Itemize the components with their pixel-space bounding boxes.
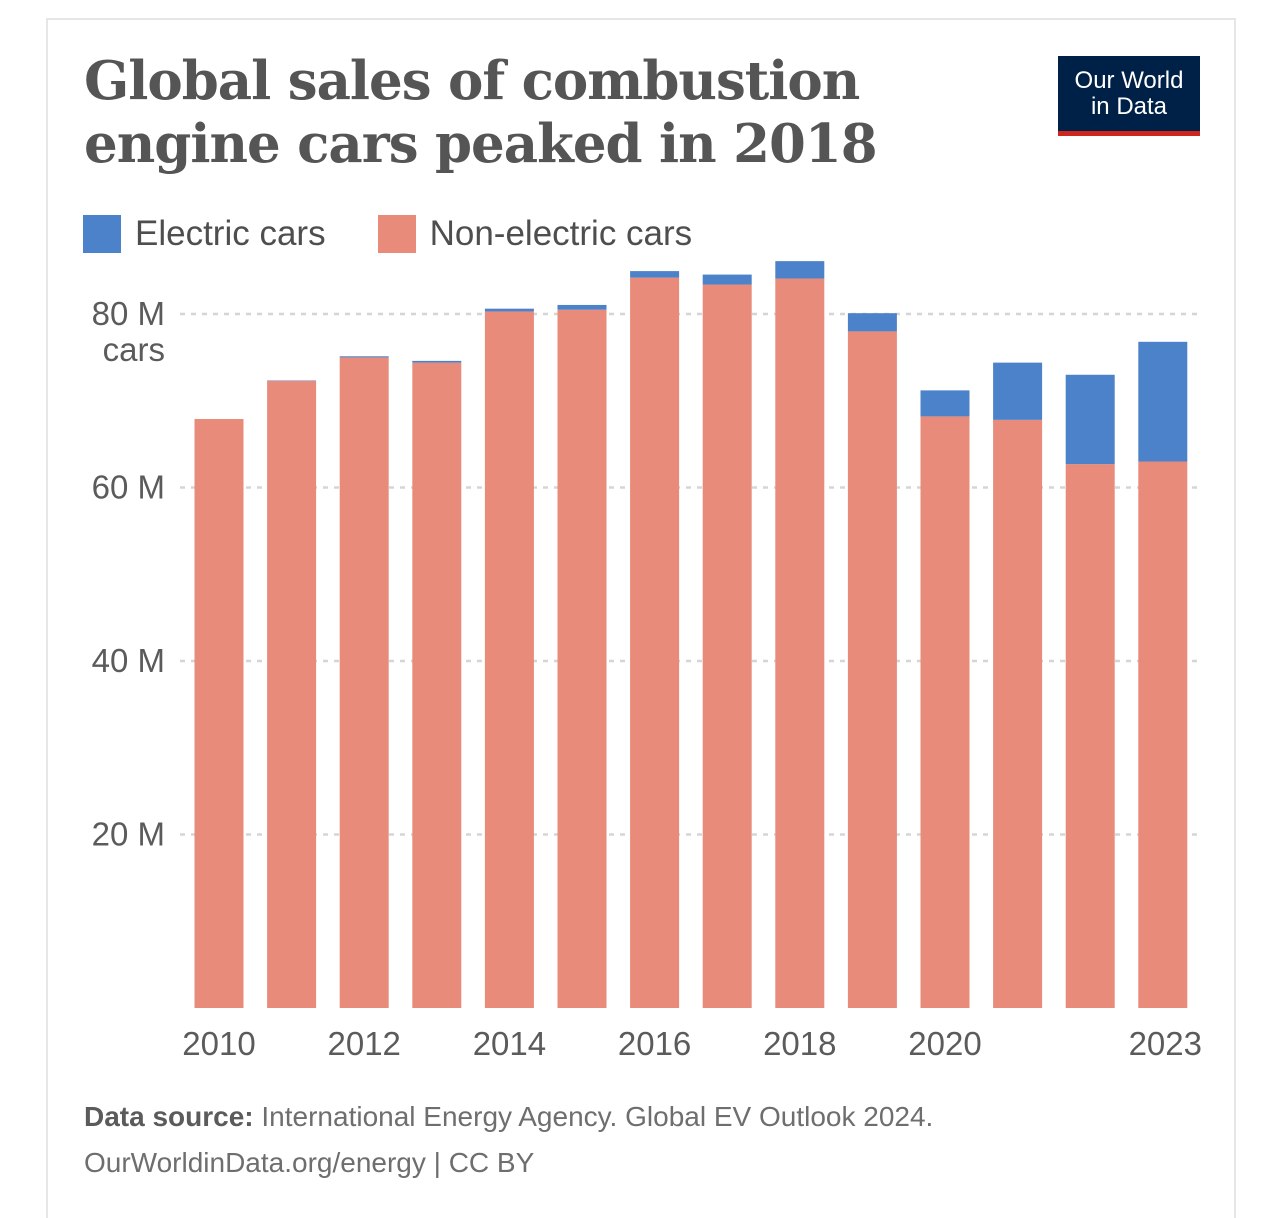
bar-electric-2019[interactable] xyxy=(848,313,897,331)
bar-non-electric-2023[interactable] xyxy=(1138,462,1187,1008)
bar-electric-2020[interactable] xyxy=(921,390,970,416)
x-tick-label: 2010 xyxy=(182,1025,255,1062)
bar-electric-2017[interactable] xyxy=(703,275,752,285)
bar-non-electric-2021[interactable] xyxy=(993,420,1042,1008)
gridlines xyxy=(180,314,1202,834)
bar-non-electric-2022[interactable] xyxy=(1066,464,1115,1008)
bar-non-electric-2017[interactable] xyxy=(703,285,752,1008)
bars xyxy=(195,261,1188,1008)
y-tick-label: 80 M xyxy=(92,295,165,332)
x-tick-label: 2016 xyxy=(618,1025,691,1062)
bar-electric-2016[interactable] xyxy=(630,271,679,278)
y-tick-label: 20 M xyxy=(92,816,165,853)
bar-electric-2015[interactable] xyxy=(558,305,607,310)
bar-non-electric-2012[interactable] xyxy=(340,357,389,1008)
x-axis: 2010 2012 2014 2016 2018 2020 2023 xyxy=(182,1025,1202,1062)
x-tick-label: 2012 xyxy=(327,1025,400,1062)
bar-non-electric-2014[interactable] xyxy=(485,311,534,1008)
bar-non-electric-2018[interactable] xyxy=(775,278,824,1008)
bar-non-electric-2013[interactable] xyxy=(412,363,461,1008)
bar-non-electric-2011[interactable] xyxy=(267,381,316,1008)
bar-non-electric-2015[interactable] xyxy=(558,310,607,1008)
x-tick-label: 2014 xyxy=(473,1025,546,1062)
bar-electric-2014[interactable] xyxy=(485,309,534,312)
y-axis-unit: cars xyxy=(103,331,165,368)
source-url[interactable]: OurWorldinData.org/energy | CC BY xyxy=(84,1147,534,1178)
x-tick-label: 2018 xyxy=(763,1025,836,1062)
x-tick-label: 2020 xyxy=(908,1025,981,1062)
x-tick-label: 2023 xyxy=(1129,1025,1202,1062)
bar-non-electric-2016[interactable] xyxy=(630,278,679,1008)
bar-non-electric-2020[interactable] xyxy=(921,416,970,1008)
bar-electric-2012[interactable] xyxy=(340,356,389,357)
y-tick-label: 60 M xyxy=(92,469,165,506)
source-label: Data source: xyxy=(84,1101,254,1132)
bar-electric-2018[interactable] xyxy=(775,261,824,278)
source-text: International Energy Agency. Global EV O… xyxy=(254,1101,934,1132)
source-note: Data source: International Energy Agency… xyxy=(84,1094,933,1186)
bar-non-electric-2019[interactable] xyxy=(848,331,897,1008)
y-tick-label: 40 M xyxy=(92,642,165,679)
bar-non-electric-2010[interactable] xyxy=(195,419,244,1008)
bar-electric-2022[interactable] xyxy=(1066,375,1115,464)
bar-electric-2013[interactable] xyxy=(412,361,461,363)
bar-electric-2021[interactable] xyxy=(993,363,1042,420)
bar-electric-2023[interactable] xyxy=(1138,342,1187,462)
